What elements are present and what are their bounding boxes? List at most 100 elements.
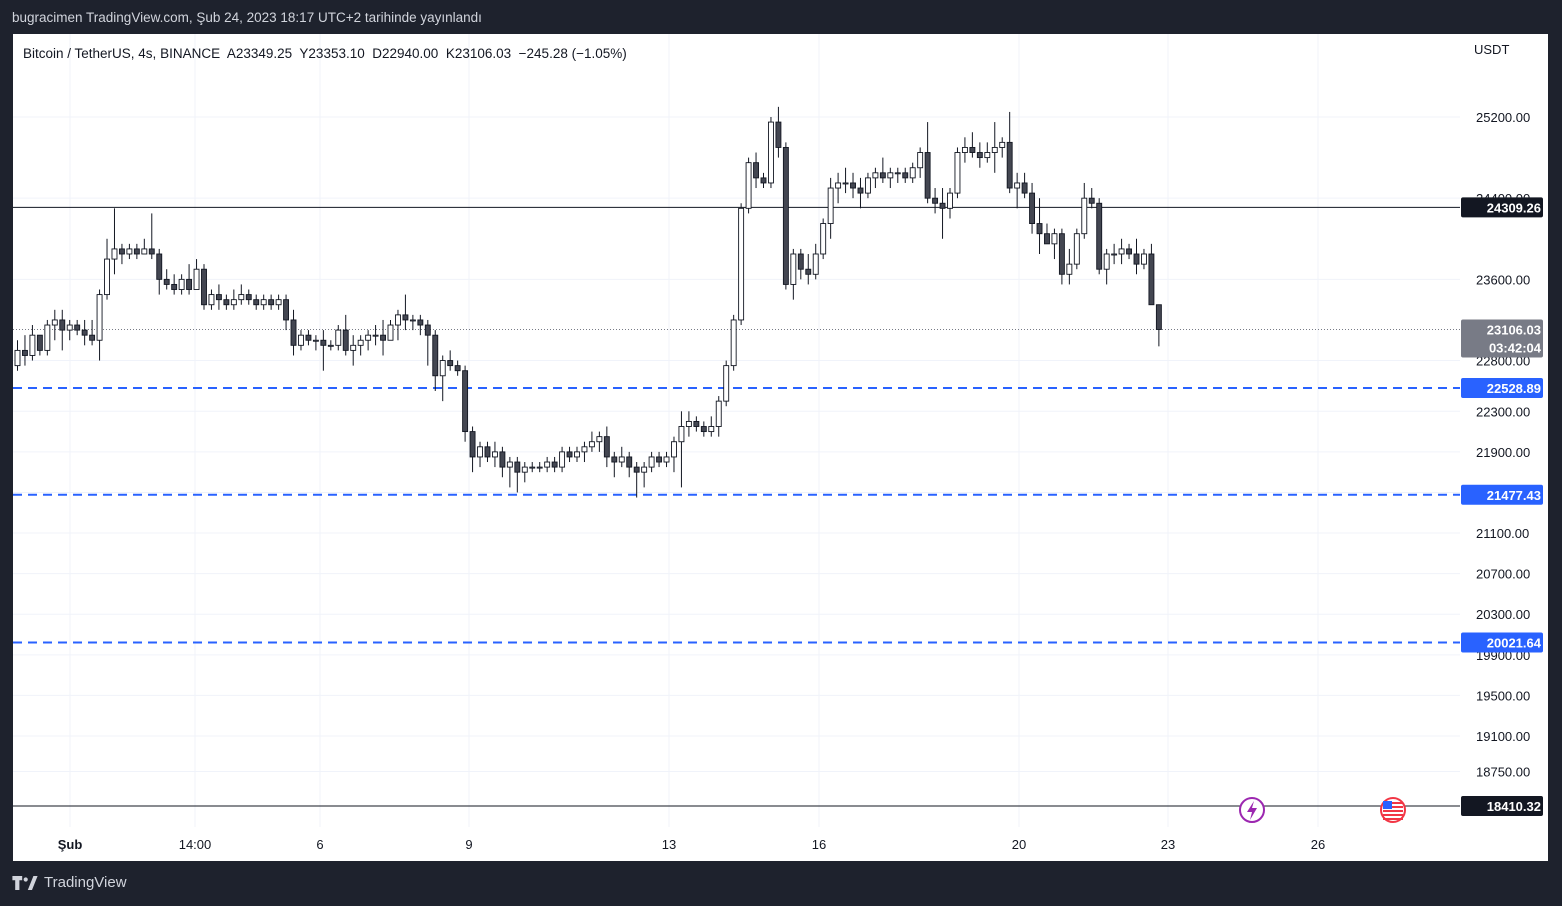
candle-body (790, 253, 797, 285)
candle-body (1088, 197, 1095, 204)
candle (999, 137, 1006, 158)
candle (305, 330, 312, 346)
candle (917, 147, 924, 178)
time-tick-label: 23 (1161, 837, 1175, 852)
publish-line: bugracimen TradingView.com, Şub 24, 2023… (12, 10, 482, 25)
candle-body (894, 172, 901, 175)
price-chart[interactable]: 25200.0024400.0023600.0022800.0022300.00… (13, 34, 1548, 861)
candle-body (163, 278, 170, 285)
candle-body (499, 451, 506, 468)
candle-body (342, 329, 349, 351)
candle (693, 416, 700, 432)
candle-body (454, 365, 461, 372)
dashed-level-label: 21477.43 (1487, 488, 1541, 503)
candle (1051, 228, 1058, 260)
candle (238, 284, 245, 305)
candle (1044, 223, 1050, 245)
legend-change: −245.28 (−1.05%) (518, 46, 627, 61)
candle (66, 319, 73, 341)
candle-body (372, 334, 379, 337)
candle-body (805, 268, 812, 275)
candle-body (618, 456, 625, 463)
candle (268, 294, 275, 310)
candle (350, 335, 357, 366)
candle-body (745, 162, 752, 209)
candle (559, 446, 566, 473)
candle (342, 314, 349, 356)
candle-body (1126, 248, 1132, 255)
candle (1126, 243, 1132, 260)
candle (290, 309, 297, 356)
legend-close: K23106.03 (445, 46, 512, 61)
candle (566, 446, 573, 463)
candle (797, 248, 804, 280)
flag-stripe (1383, 810, 1403, 812)
candle-body (1118, 248, 1125, 255)
candle (514, 456, 521, 493)
candle-body (312, 339, 319, 342)
candle-body (641, 466, 648, 473)
level-price-label-bg (1461, 197, 1543, 218)
candle (1014, 172, 1021, 209)
candle-body (685, 420, 692, 427)
price-tick-label: 23600.00 (1476, 272, 1530, 287)
candle-body (357, 339, 364, 346)
candle-body (59, 319, 66, 331)
time-tick-label: Şub (58, 837, 83, 852)
candle-body (991, 146, 998, 153)
flag-stripe (1383, 806, 1403, 808)
candle-body (268, 299, 275, 306)
tradingview-brand[interactable]: TradingView (12, 874, 127, 891)
candle-body (1058, 233, 1065, 275)
candle-body (462, 370, 469, 433)
candle (700, 421, 707, 437)
candle (447, 350, 454, 371)
candle (1118, 238, 1125, 265)
candle-body (208, 294, 215, 306)
chart-panel[interactable]: 25200.0024400.0023600.0022800.0022300.00… (13, 34, 1548, 861)
candle (499, 446, 506, 478)
candle (432, 330, 439, 391)
candles (14, 106, 1162, 498)
candle (320, 330, 327, 371)
candle-body (171, 283, 178, 290)
candle-body (999, 141, 1006, 148)
dashed-level-label-bg (1461, 632, 1543, 653)
dashed-level-label: 20021.64 (1487, 635, 1542, 650)
candle-body (380, 334, 386, 341)
candle-body (1066, 263, 1073, 275)
candle (864, 172, 871, 199)
events-layer (1239, 797, 1406, 823)
candle-body (827, 187, 834, 225)
grid-lines (13, 34, 1460, 827)
candle-body (708, 426, 715, 433)
candle-body (238, 294, 245, 301)
candle-body (350, 344, 357, 351)
candle-body (529, 466, 536, 469)
candle-body (857, 187, 864, 194)
candle-body (1081, 197, 1088, 235)
candle-body (603, 436, 610, 458)
candle (1133, 238, 1140, 275)
candle (618, 446, 625, 468)
candle (283, 294, 290, 331)
candle-body (521, 466, 528, 473)
candle-body (566, 451, 573, 458)
candle (521, 462, 528, 483)
candle (208, 289, 215, 310)
candle (961, 137, 968, 163)
candle-body (902, 172, 909, 179)
candle (253, 294, 260, 310)
candle-body (842, 182, 849, 185)
price-labels: 24309.26 18410.32 22528.89 21477.43 20021.64… (1461, 197, 1543, 816)
dashed-level-label: 22528.89 (1487, 381, 1541, 396)
candle (932, 188, 939, 214)
candle-body (715, 400, 722, 427)
lightning-event-icon[interactable] (1239, 797, 1265, 823)
candle (484, 441, 491, 463)
candle (991, 122, 998, 173)
candle (902, 167, 909, 183)
candle-body (581, 446, 588, 453)
us-flag-event-icon[interactable] (1380, 797, 1406, 823)
price-tick-label: 18750.00 (1476, 765, 1530, 780)
